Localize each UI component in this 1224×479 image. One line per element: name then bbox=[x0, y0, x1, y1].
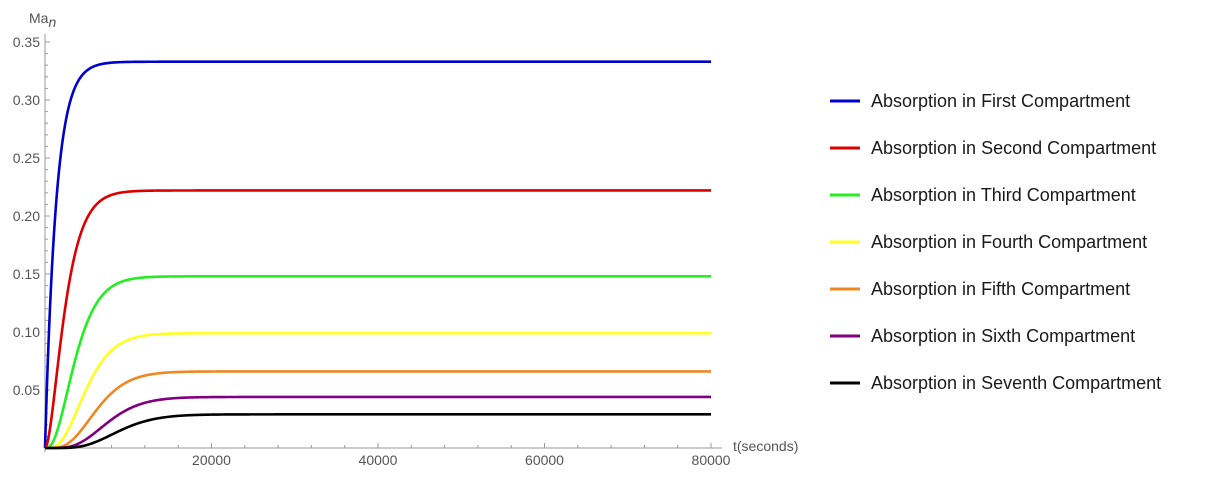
legend-label: Absorption in Third Compartment bbox=[871, 185, 1136, 205]
legend-label: Absorption in Sixth Compartment bbox=[871, 326, 1135, 346]
y-tick-label: 0.25 bbox=[13, 150, 40, 166]
y-tick-label: 0.10 bbox=[13, 324, 40, 340]
axes: 0.05 0.10 0.15 0.20 0.25 0.30 0.35 20000 40000 60… bbox=[13, 10, 799, 468]
y-tick-label: 0.20 bbox=[13, 208, 40, 224]
x-tick-label: 40000 bbox=[359, 452, 398, 468]
y-tick-label: 0.05 bbox=[13, 382, 40, 398]
x-axis-label: t(seconds) bbox=[733, 438, 798, 454]
series-line-4 bbox=[44, 331, 712, 450]
y-tick-label: 0.15 bbox=[13, 266, 40, 282]
x-tick-label: 20000 bbox=[192, 452, 231, 468]
x-tick-label: 60000 bbox=[525, 452, 564, 468]
legend-label: Absorption in Fourth Compartment bbox=[871, 232, 1147, 252]
series-line-3 bbox=[44, 275, 712, 450]
y-axis-label: Man bbox=[29, 10, 56, 30]
series-lines bbox=[43, 60, 712, 450]
y-tick-label: 0.35 bbox=[13, 34, 40, 50]
legend-label: Absorption in Second Compartment bbox=[871, 138, 1156, 158]
series-line-2 bbox=[44, 189, 712, 449]
legend-label: Absorption in Fifth Compartment bbox=[871, 279, 1130, 299]
legend: Absorption in First Compartment Absorptio… bbox=[830, 91, 1161, 393]
x-tick-label: 80000 bbox=[692, 452, 731, 468]
series-line-7 bbox=[44, 413, 712, 450]
series-line-5 bbox=[44, 370, 712, 450]
y-tick-label: 0.30 bbox=[13, 92, 40, 108]
legend-label: Absorption in Seventh Compartment bbox=[871, 373, 1161, 393]
legend-label: Absorption in First Compartment bbox=[871, 91, 1130, 111]
series-line-6 bbox=[44, 395, 712, 450]
series-line-1 bbox=[43, 60, 712, 449]
